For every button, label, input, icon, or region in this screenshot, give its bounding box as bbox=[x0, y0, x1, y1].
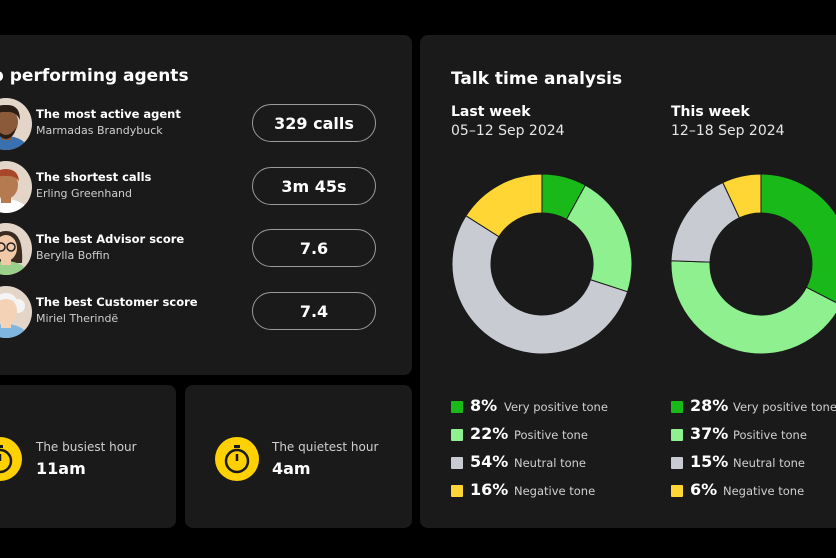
donut-slice-positive-tone bbox=[670, 260, 836, 355]
legend-percent: 37% bbox=[690, 424, 729, 443]
donut-slice-negative-tone bbox=[722, 173, 762, 219]
donut-slice-negative-tone bbox=[465, 173, 543, 238]
this-week-donut-chart bbox=[670, 173, 836, 355]
agent-name: Berylla Boffin bbox=[36, 249, 110, 262]
legend-percent: 28% bbox=[690, 396, 729, 415]
agent-value-pill: 7.4 bbox=[252, 292, 376, 330]
busiest-hour-card: The busiest hour 11am bbox=[0, 385, 176, 528]
agent-value-pill: 329 calls bbox=[252, 104, 376, 142]
agent-row-most-active: The most active agent Marmadas Brandybuc… bbox=[0, 98, 412, 154]
busiest-hour-value: 11am bbox=[36, 459, 86, 478]
legend-swatch bbox=[451, 457, 463, 469]
legend-percent: 15% bbox=[690, 452, 729, 471]
legend-tone: Positive tone bbox=[514, 428, 588, 442]
legend-tone: Neutral tone bbox=[733, 456, 806, 470]
last-week-dates: 05–12 Sep 2024 bbox=[451, 123, 565, 139]
top-agents-card: op performing agents The most active age… bbox=[0, 35, 412, 375]
busiest-hour-label: The busiest hour bbox=[36, 440, 137, 454]
agent-name: Marmadas Brandybuck bbox=[36, 124, 163, 137]
legend-swatch bbox=[671, 457, 683, 469]
agent-label: The best Advisor score bbox=[36, 232, 185, 246]
legend-percent: 16% bbox=[470, 480, 509, 499]
this-week-dates: 12–18 Sep 2024 bbox=[671, 123, 785, 139]
donut-slice-very-positive-tone bbox=[760, 173, 836, 304]
avatar bbox=[0, 223, 32, 275]
legend-swatch bbox=[451, 429, 463, 441]
legend-swatch bbox=[671, 401, 683, 413]
legend-swatch bbox=[671, 429, 683, 441]
agent-row-best-advisor: The best Advisor score Berylla Boffin 7.… bbox=[0, 223, 412, 279]
agent-label: The most active agent bbox=[36, 107, 181, 121]
talk-time-title: Talk time analysis bbox=[451, 69, 623, 89]
donut-slice-neutral-tone bbox=[451, 215, 629, 355]
donut-slice-positive-tone bbox=[565, 184, 633, 293]
quietest-hour-card: The quietest hour 4am bbox=[185, 385, 412, 528]
agent-value-pill: 7.6 bbox=[252, 229, 376, 267]
this-week-label: This week bbox=[671, 104, 750, 120]
avatar bbox=[0, 98, 32, 150]
agent-label: The shortest calls bbox=[36, 170, 152, 184]
legend-swatch bbox=[671, 485, 683, 497]
legend-tone: Positive tone bbox=[733, 428, 807, 442]
legend-tone: Very positive tone bbox=[733, 400, 836, 414]
legend-percent: 54% bbox=[470, 452, 509, 471]
agent-row-best-customer: The best Customer score Miriel Therindë … bbox=[0, 286, 412, 342]
agent-value-pill: 3m 45s bbox=[252, 167, 376, 205]
top-agents-title: op performing agents bbox=[0, 66, 189, 86]
legend-percent: 8% bbox=[470, 396, 498, 415]
agent-label: The best Customer score bbox=[36, 295, 198, 309]
legend-tone: Very positive tone bbox=[504, 400, 608, 414]
agent-row-shortest-calls: The shortest calls Erling Greenhand 3m 4… bbox=[0, 161, 412, 217]
last-week-label: Last week bbox=[451, 104, 531, 120]
talk-time-card: Talk time analysis Last week 05–12 Sep 2… bbox=[420, 35, 836, 528]
legend-tone: Negative tone bbox=[514, 484, 596, 498]
agent-name: Miriel Therindë bbox=[36, 312, 119, 325]
last-week-donut-chart bbox=[451, 173, 633, 355]
stopwatch-icon bbox=[215, 437, 259, 481]
stopwatch-icon bbox=[0, 437, 22, 481]
quietest-hour-value: 4am bbox=[272, 459, 311, 478]
legend-percent: 22% bbox=[470, 424, 509, 443]
legend-tone: Neutral tone bbox=[514, 456, 587, 470]
legend-tone: Negative tone bbox=[723, 484, 805, 498]
quietest-hour-label: The quietest hour bbox=[272, 440, 379, 454]
agent-name: Erling Greenhand bbox=[36, 187, 133, 200]
avatar bbox=[0, 286, 32, 338]
legend-swatch bbox=[451, 485, 463, 497]
legend-swatch bbox=[451, 401, 463, 413]
legend-percent: 6% bbox=[690, 480, 718, 499]
avatar bbox=[0, 161, 32, 213]
